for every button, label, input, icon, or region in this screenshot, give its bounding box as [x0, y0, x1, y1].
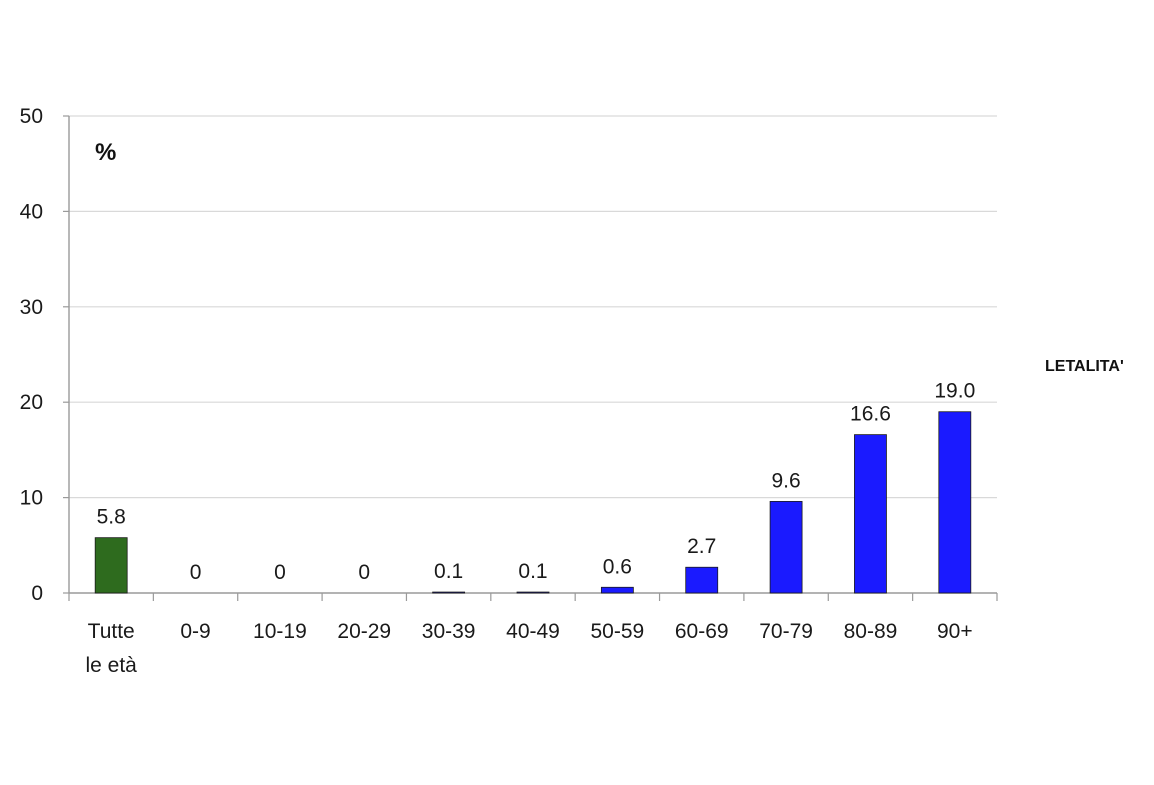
data-label: 0.1 [434, 560, 463, 583]
bar [600, 586, 634, 594]
category-label: 0-9 [180, 620, 210, 643]
category-label: le età [85, 654, 137, 677]
y-tick-label: 20 [20, 391, 43, 414]
category-label: 60-69 [675, 620, 729, 643]
bars [94, 411, 972, 594]
category-label: 20-29 [337, 620, 391, 643]
y-tick-label: 50 [20, 105, 43, 128]
category-label: 90+ [937, 620, 973, 643]
data-label: 0.1 [518, 560, 547, 583]
data-label: 0 [190, 561, 202, 584]
category-label: 40-49 [506, 620, 560, 643]
bar [769, 501, 803, 594]
data-label: 19.0 [934, 380, 975, 403]
category-label: 80-89 [844, 620, 898, 643]
category-label: 50-59 [591, 620, 645, 643]
labels: 0 10 20 30 40 50 5.8 Tutte le età 0 0-9 0 10-19 0 20-2… [20, 105, 976, 677]
bar [432, 591, 466, 594]
grid [69, 115, 997, 499]
category-label: 70-79 [759, 620, 813, 643]
data-label: 0 [358, 561, 370, 584]
data-label: 5.8 [97, 506, 126, 529]
data-label: 9.6 [771, 469, 800, 492]
data-label: 0 [274, 561, 286, 584]
bar [854, 434, 887, 594]
unit-label: % [95, 139, 116, 166]
y-tick-label: 40 [20, 200, 43, 223]
series-label: LETALITA' [1045, 358, 1124, 375]
data-label: 16.6 [850, 403, 891, 426]
bar [685, 566, 719, 594]
category-label: 30-39 [422, 620, 476, 643]
data-label: 2.7 [687, 535, 716, 558]
data-label: 0.6 [603, 555, 632, 578]
y-tick-label: 30 [20, 296, 43, 319]
y-tick-label: 10 [20, 487, 43, 510]
category-label: Tutte [88, 620, 135, 643]
bar [938, 411, 972, 594]
category-label: 10-19 [253, 620, 307, 643]
y-tick-label: 0 [31, 582, 43, 605]
bar [94, 537, 128, 594]
bar [516, 591, 550, 594]
